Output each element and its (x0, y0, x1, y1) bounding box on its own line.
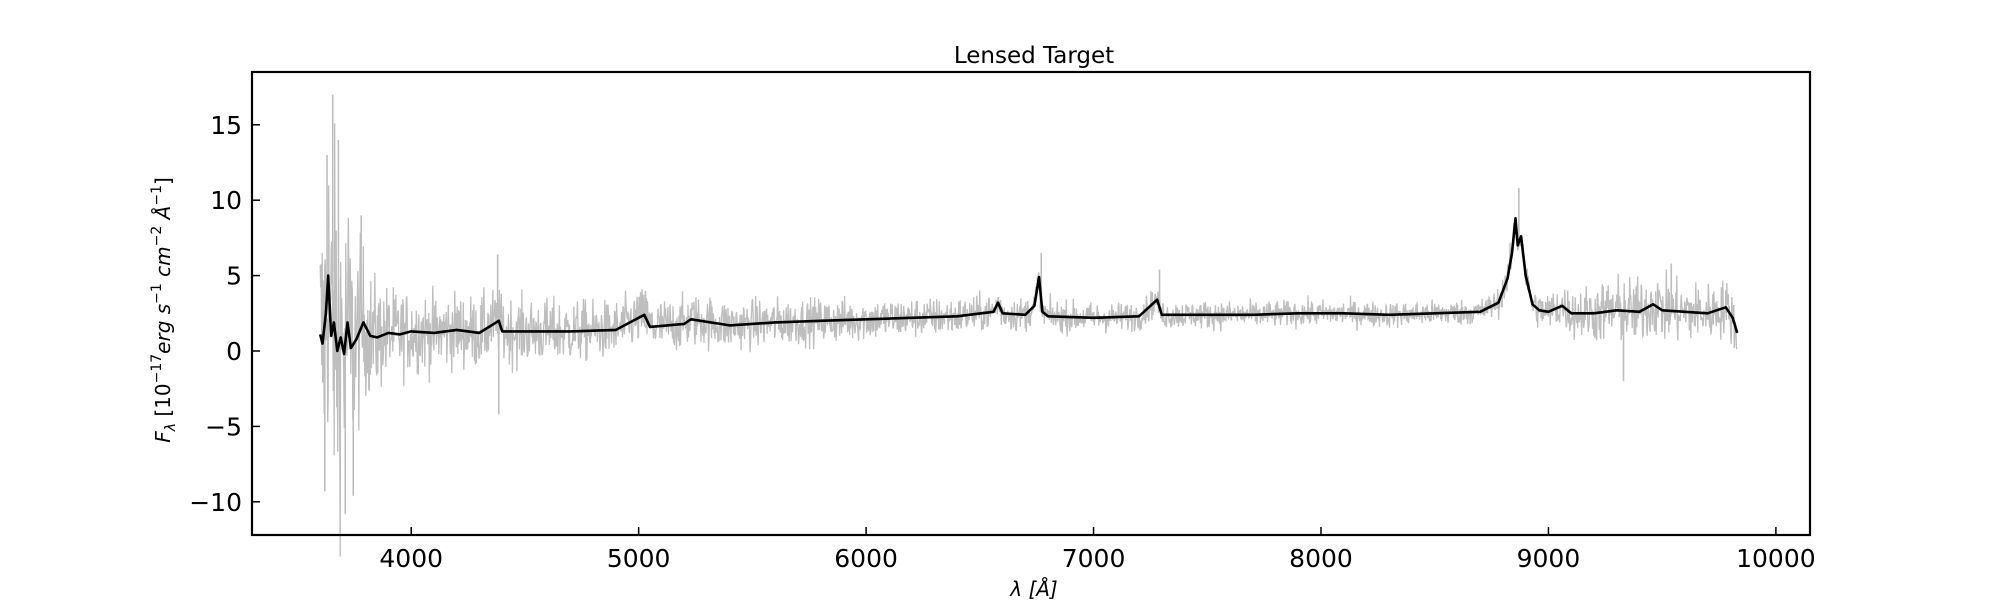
ylabel-base: F (151, 431, 175, 443)
y-tick-label: −10 (189, 488, 242, 517)
x-tick-label: 7000 (1062, 544, 1126, 573)
ylabel-exp2: −1 (149, 283, 165, 304)
chart-title: Lensed Target (954, 43, 1114, 69)
x-tick-label: 9000 (1517, 544, 1581, 573)
ylabel-erg: erg s (151, 304, 175, 354)
plot-frame (250, 70, 1812, 537)
ylabel-exp4: −1 (149, 185, 165, 206)
x-axis-label: λ [Å] (1009, 577, 1057, 600)
y-axis-label: Fλ [10−17erg s−1 cm−2 Å−1] (149, 177, 179, 443)
x-tick-label: 8000 (1289, 544, 1353, 573)
x-tick-label: 10000 (1736, 544, 1816, 573)
ylabel-exp3: −2 (149, 226, 165, 247)
ylabel-suffix: ] (151, 177, 175, 185)
ylabel-cm: cm (151, 246, 175, 283)
y-axis: −10 −5 0 5 10 15 (189, 111, 260, 517)
ylabel-ang: Å (151, 206, 175, 226)
smoothed-spectrum-line (318, 217, 1739, 356)
x-tick-label: 4000 (379, 544, 443, 573)
y-tick-label: 5 (226, 262, 242, 291)
x-axis-label-text: λ [Å] (1009, 577, 1057, 600)
y-tick-label: 0 (226, 337, 242, 366)
ylabel-prefix: [10 (151, 383, 175, 423)
ylabel-sub: λ (163, 423, 179, 432)
smoothed-spectrum-series (318, 217, 1739, 356)
y-tick-label: −5 (205, 412, 242, 441)
x-tick-label: 5000 (607, 544, 671, 573)
ylabel-exp1: −17 (149, 354, 165, 384)
y-tick-label: 15 (210, 111, 242, 140)
y-tick-label: 10 (210, 186, 242, 215)
x-axis: 4000 5000 6000 7000 8000 9000 10000 (379, 527, 1816, 573)
x-tick-label: 6000 (834, 544, 898, 573)
